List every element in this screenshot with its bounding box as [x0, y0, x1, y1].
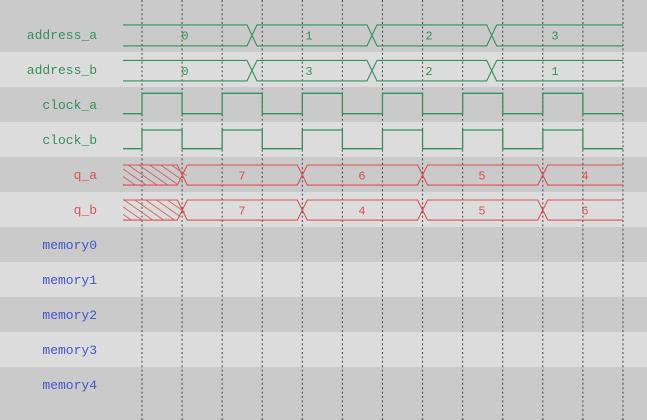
svg-text:7: 7: [238, 170, 245, 184]
svg-text:3: 3: [551, 30, 558, 44]
svg-text:3: 3: [305, 65, 312, 79]
svg-text:0: 0: [181, 65, 188, 79]
svg-text:7: 7: [238, 205, 245, 219]
svg-text:1: 1: [551, 65, 558, 79]
svg-text:5: 5: [478, 170, 485, 184]
svg-text:2: 2: [425, 65, 432, 79]
svg-text:6: 6: [581, 205, 588, 219]
svg-text:0: 0: [181, 30, 188, 44]
svg-text:2: 2: [425, 30, 432, 44]
svg-text:1: 1: [305, 30, 312, 44]
svg-text:6: 6: [358, 170, 365, 184]
svg-text:5: 5: [478, 205, 485, 219]
svg-text:4: 4: [358, 205, 365, 219]
svg-text:4: 4: [581, 170, 588, 184]
